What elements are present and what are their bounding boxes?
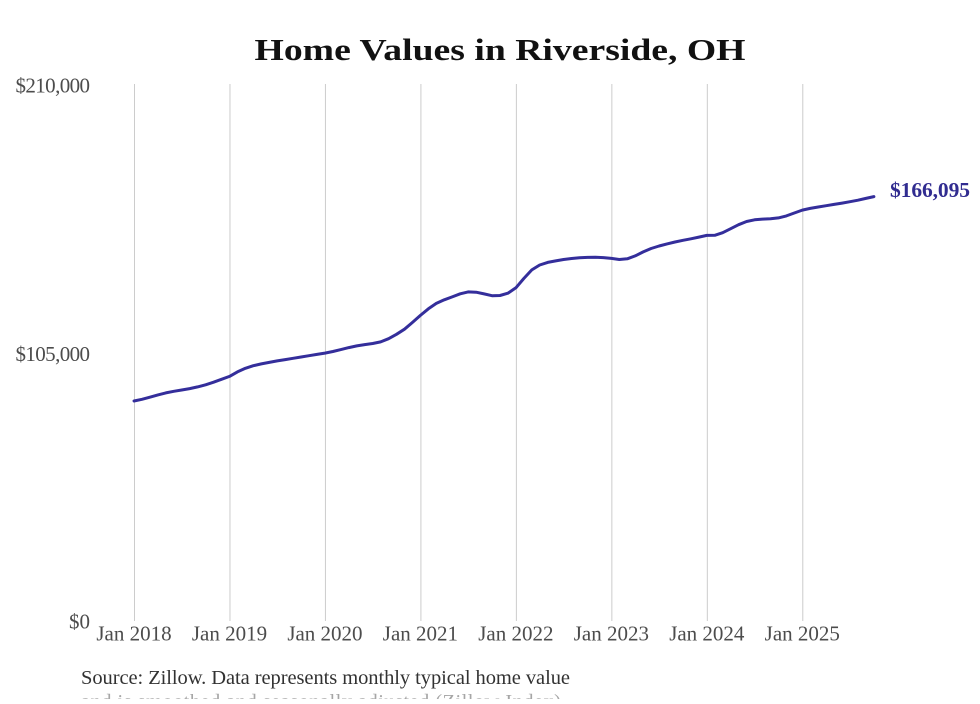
svg-text:Jan 2021: Jan 2021 bbox=[383, 622, 458, 646]
svg-text:and is smoothed and seasonally: and is smoothed and seasonally adjusted … bbox=[81, 691, 561, 699]
svg-text:$210,000: $210,000 bbox=[16, 74, 91, 98]
svg-text:$105,000: $105,000 bbox=[16, 342, 91, 366]
svg-text:Jan 2024: Jan 2024 bbox=[669, 622, 745, 646]
svg-text:$0: $0 bbox=[69, 610, 90, 634]
svg-text:Source: Zillow. Data represent: Source: Zillow. Data represents monthly … bbox=[81, 667, 570, 689]
svg-text:Jan 2023: Jan 2023 bbox=[574, 622, 649, 646]
svg-text:Jan 2020: Jan 2020 bbox=[287, 622, 362, 646]
svg-text:Jan 2019: Jan 2019 bbox=[192, 622, 267, 646]
svg-text:$166,095: $166,095 bbox=[890, 178, 970, 202]
svg-text:Jan 2022: Jan 2022 bbox=[478, 622, 553, 646]
svg-text:Jan 2018: Jan 2018 bbox=[96, 622, 171, 646]
svg-text:Home Values in Riverside, OH: Home Values in Riverside, OH bbox=[255, 33, 746, 67]
svg-text:Jan 2025: Jan 2025 bbox=[765, 622, 840, 646]
